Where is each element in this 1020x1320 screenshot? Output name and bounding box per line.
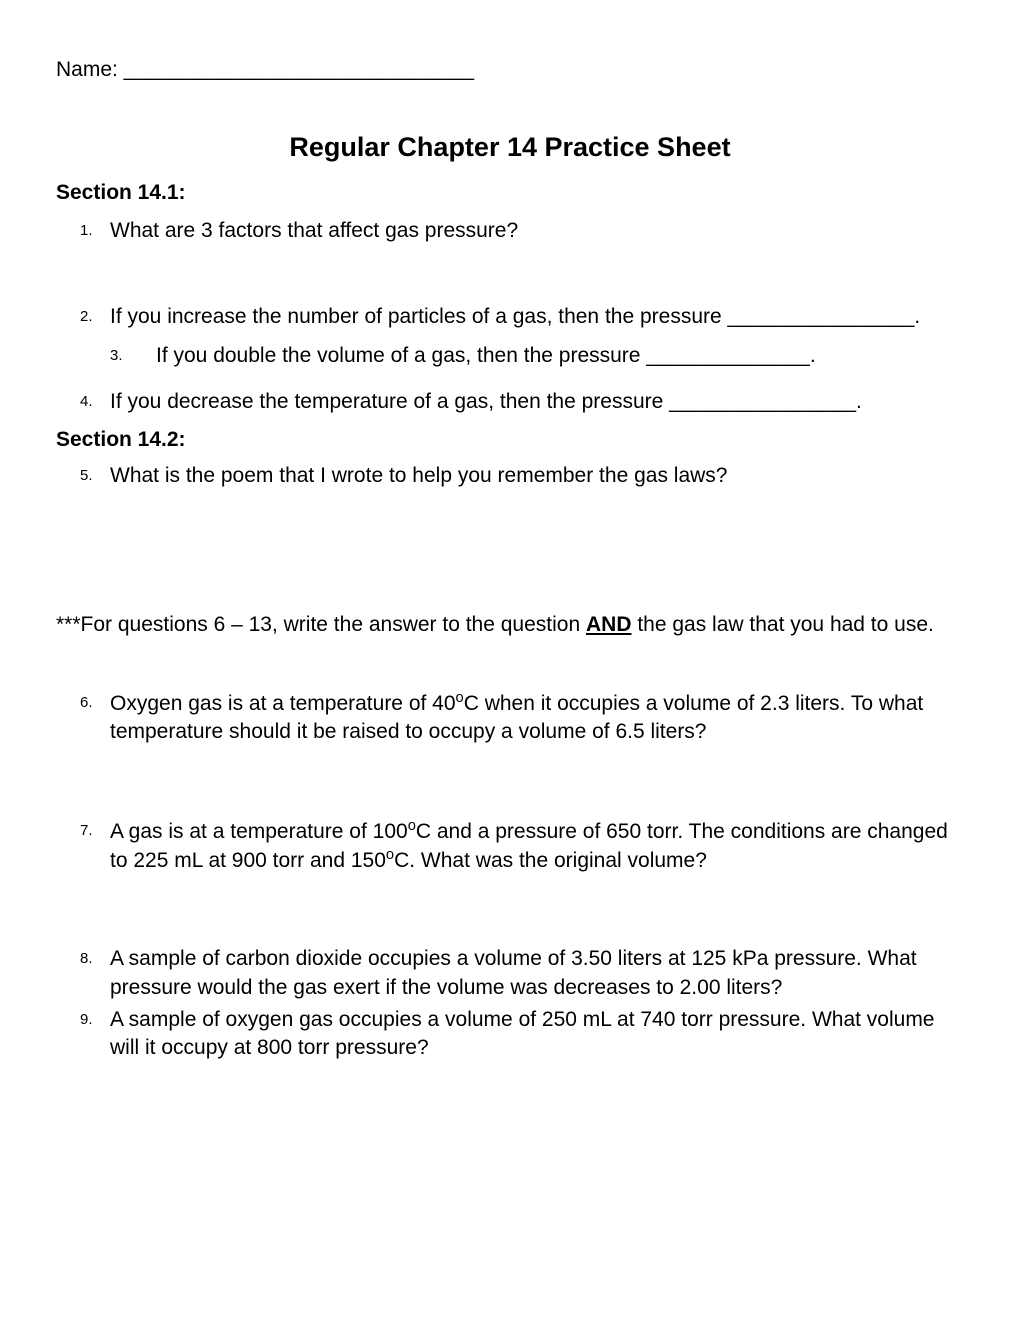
question-number: 6. — [80, 693, 93, 713]
question-number: 9. — [80, 1010, 93, 1030]
page-title: Regular Chapter 14 Practice Sheet — [56, 132, 964, 163]
section-2-list-b: 6. Oxygen gas is at a temperature of 40o… — [56, 689, 964, 1063]
question-number: 3. — [110, 346, 123, 366]
question-number: 4. — [80, 392, 93, 412]
question-4: 4. If you decrease the temperature of a … — [56, 388, 964, 416]
section-2-list-a: 5. What is the poem that I wrote to help… — [56, 462, 964, 490]
instructions-note: ***For questions 6 – 13, write the answe… — [56, 611, 964, 639]
note-and: AND — [586, 613, 632, 636]
section-1-list: 1. What are 3 factors that affect gas pr… — [56, 217, 964, 416]
section-2-header: Section 14.2: — [56, 428, 964, 452]
question-1: 1. What are 3 factors that affect gas pr… — [56, 217, 964, 245]
question-text: If you increase the number of particles … — [110, 305, 920, 328]
question-6: 6. Oxygen gas is at a temperature of 40o… — [56, 689, 964, 747]
question-number: 2. — [80, 307, 93, 327]
question-7: 7. A gas is at a temperature of 100oC an… — [56, 817, 964, 876]
question-number: 8. — [80, 949, 93, 969]
question-number: 5. — [80, 466, 93, 486]
question-text: What is the poem that I wrote to help yo… — [110, 464, 727, 487]
question-3: 3. If you double the volume of a gas, th… — [56, 342, 964, 370]
note-text-pre: ***For questions 6 – 13, write the answe… — [56, 613, 586, 636]
question-text: Oxygen gas is at a temperature of 40oC w… — [110, 692, 923, 743]
question-5: 5. What is the poem that I wrote to help… — [56, 462, 964, 490]
question-text: If you decrease the temperature of a gas… — [110, 390, 862, 413]
question-number: 7. — [80, 821, 93, 841]
question-number: 1. — [80, 221, 93, 241]
question-8: 8. A sample of carbon dioxide occupies a… — [56, 945, 964, 1002]
question-2: 2. If you increase the number of particl… — [56, 303, 964, 331]
question-text: What are 3 factors that affect gas press… — [110, 219, 518, 242]
question-text: If you double the volume of a gas, then … — [156, 344, 816, 367]
name-field-line: Name: ______________________________ — [56, 58, 964, 82]
question-text: A gas is at a temperature of 100oC and a… — [110, 820, 948, 872]
note-text-post: the gas law that you had to use. — [631, 613, 933, 636]
question-text: A sample of oxygen gas occupies a volume… — [110, 1008, 935, 1059]
section-1-header: Section 14.1: — [56, 181, 964, 205]
question-9: 9. A sample of oxygen gas occupies a vol… — [56, 1006, 964, 1063]
question-text: A sample of carbon dioxide occupies a vo… — [110, 947, 917, 998]
